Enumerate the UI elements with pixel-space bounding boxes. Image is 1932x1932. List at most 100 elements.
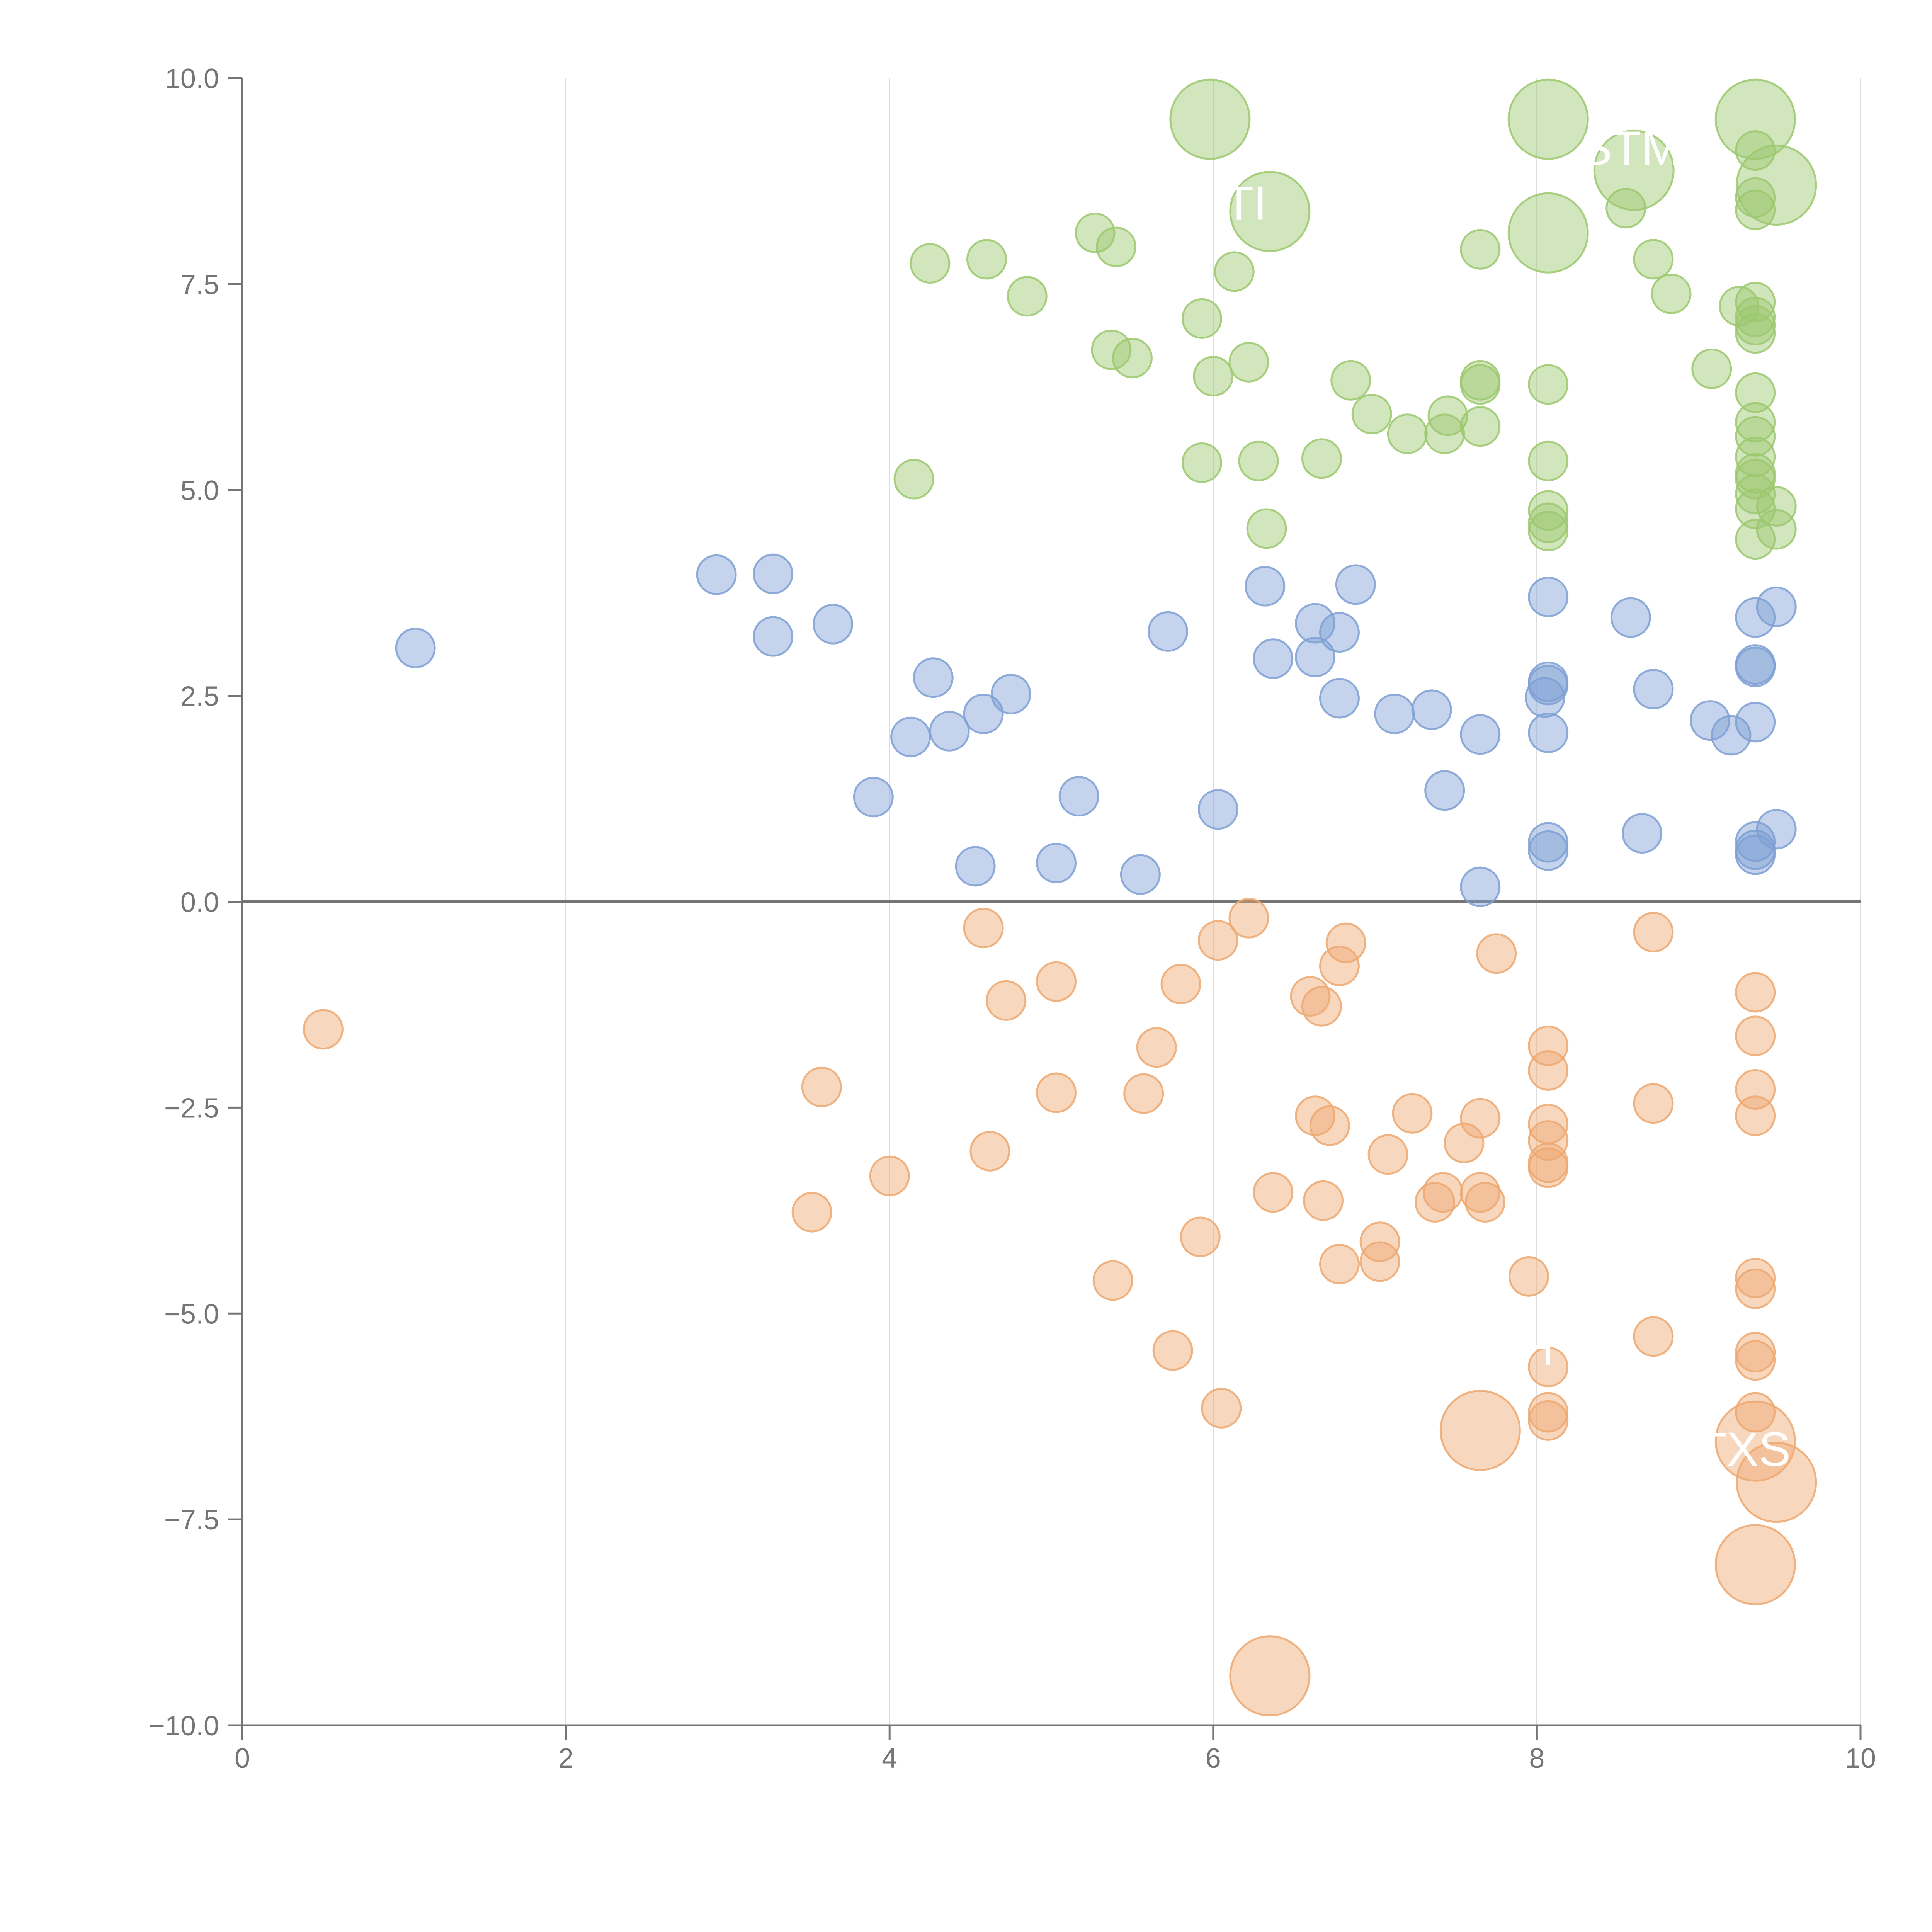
point-s0-44 bbox=[1735, 459, 1776, 500]
point-s1-24 bbox=[1374, 694, 1415, 735]
point-s2-16 bbox=[1201, 1388, 1242, 1429]
point-s1-40 bbox=[1711, 715, 1752, 756]
point-s0-2 bbox=[1007, 276, 1048, 317]
point-s0-3 bbox=[1075, 213, 1116, 253]
y-tick-label-5: 2.5 bbox=[180, 681, 219, 712]
point-s1-43 bbox=[1735, 646, 1776, 687]
point-s2-17 bbox=[1228, 898, 1269, 939]
point-label-3: TXS bbox=[1697, 1423, 1791, 1476]
point-s1-17 bbox=[1245, 566, 1286, 607]
point-s2-36 bbox=[1464, 1182, 1505, 1223]
point-s2-21 bbox=[1301, 986, 1342, 1027]
y-tick-label-2: −5.0 bbox=[164, 1299, 219, 1330]
point-s1-9 bbox=[963, 694, 1004, 735]
point-s1-19 bbox=[1295, 603, 1336, 644]
point-s1-7 bbox=[913, 657, 954, 698]
point-s2-37 bbox=[1476, 933, 1517, 974]
point-s0-10 bbox=[1228, 342, 1269, 383]
point-s0-24 bbox=[1460, 229, 1501, 270]
point-s1-5 bbox=[853, 777, 894, 818]
point-s0-9 bbox=[1193, 356, 1234, 397]
point-s1-28 bbox=[1460, 866, 1501, 907]
point-s2-46 bbox=[1528, 1392, 1569, 1433]
point-s2-34 bbox=[1460, 1098, 1501, 1139]
point-s0-54 bbox=[1229, 171, 1311, 252]
point-s2-51 bbox=[1735, 972, 1776, 1013]
point-s0-40 bbox=[1735, 402, 1776, 443]
y-tick-label-3: −2.5 bbox=[164, 1093, 219, 1124]
point-s2-3 bbox=[869, 1155, 910, 1196]
point-s1-39 bbox=[1690, 700, 1731, 741]
x-tick-label-4: 8 bbox=[1529, 1743, 1544, 1774]
point-s1-2 bbox=[753, 553, 794, 594]
point-s0-28 bbox=[1528, 502, 1569, 543]
point-s2-13 bbox=[1160, 964, 1201, 1005]
point-s2-63 bbox=[1736, 1442, 1817, 1523]
point-s2-8 bbox=[1036, 1072, 1077, 1113]
point-s1-23 bbox=[1335, 564, 1376, 605]
point-s2-45 bbox=[1528, 1347, 1569, 1388]
point-s2-23 bbox=[1309, 1105, 1350, 1146]
point-s2-25 bbox=[1319, 946, 1360, 986]
point-s1-14 bbox=[1120, 854, 1161, 895]
point-s2-24 bbox=[1319, 1243, 1360, 1284]
point-s0-46 bbox=[1735, 488, 1776, 529]
point-s0-36 bbox=[1735, 296, 1776, 337]
point-s2-47 bbox=[1528, 1400, 1569, 1441]
point-s2-40 bbox=[1528, 1050, 1569, 1091]
point-s0-14 bbox=[1246, 508, 1287, 549]
point-s1-45 bbox=[1735, 821, 1776, 862]
point-s1-41 bbox=[1735, 597, 1776, 638]
point-s0-11 bbox=[1181, 442, 1222, 483]
labels-layer: TI STM H TXS bbox=[1224, 122, 1791, 1476]
point-s1-6 bbox=[890, 716, 931, 757]
point-s0-8 bbox=[1214, 251, 1255, 292]
point-s1-34 bbox=[1528, 822, 1569, 863]
point-s1-11 bbox=[955, 846, 996, 887]
point-s0-47 bbox=[1735, 519, 1776, 560]
point-s1-44 bbox=[1735, 702, 1776, 743]
point-s0-45 bbox=[1735, 473, 1776, 514]
point-s1-33 bbox=[1528, 713, 1569, 753]
point-s2-26 bbox=[1325, 922, 1366, 963]
point-s2-58 bbox=[1735, 1340, 1776, 1381]
point-s1-22 bbox=[1319, 678, 1360, 719]
point-s1-26 bbox=[1424, 770, 1465, 811]
y-tick-label-1: −7.5 bbox=[164, 1505, 219, 1536]
point-s0-32 bbox=[1651, 273, 1692, 314]
point-s0-55 bbox=[1507, 78, 1589, 160]
point-s0-37 bbox=[1735, 304, 1776, 345]
point-label-1: STM bbox=[1580, 122, 1681, 175]
point-s0-42 bbox=[1735, 436, 1776, 477]
point-s2-11 bbox=[1136, 1027, 1177, 1068]
point-s0-35 bbox=[1735, 282, 1776, 323]
point-s1-31 bbox=[1528, 661, 1569, 702]
point-s1-36 bbox=[1610, 597, 1651, 638]
point-s2-4 bbox=[963, 908, 1004, 949]
point-s0-23 bbox=[1460, 360, 1501, 401]
point-s0-17 bbox=[1351, 394, 1392, 435]
point-s1-12 bbox=[1036, 842, 1077, 883]
point-s0-6 bbox=[1112, 338, 1153, 379]
point-s2-55 bbox=[1735, 1258, 1776, 1299]
point-s1-21 bbox=[1319, 612, 1360, 653]
point-s2-44 bbox=[1528, 1147, 1569, 1188]
point-s0-5 bbox=[1091, 329, 1132, 370]
point-s2-61 bbox=[1439, 1389, 1521, 1471]
point-s0-49 bbox=[1756, 509, 1797, 550]
point-s2-1 bbox=[791, 1192, 832, 1233]
point-s0-15 bbox=[893, 459, 934, 500]
point-s2-7 bbox=[1036, 961, 1077, 1002]
point-s0-7 bbox=[1181, 298, 1222, 339]
points-layer bbox=[303, 78, 1817, 1717]
point-s2-52 bbox=[1735, 1015, 1776, 1056]
point-s0-21 bbox=[1460, 406, 1501, 447]
point-s0-59 bbox=[1736, 145, 1817, 226]
x-tick-label-3: 6 bbox=[1206, 1743, 1221, 1774]
point-s0-29 bbox=[1528, 510, 1569, 551]
x-tick-label-1: 2 bbox=[558, 1743, 574, 1774]
point-s2-18 bbox=[1253, 1172, 1294, 1213]
point-s0-20 bbox=[1424, 413, 1465, 454]
point-s0-0 bbox=[910, 243, 951, 284]
